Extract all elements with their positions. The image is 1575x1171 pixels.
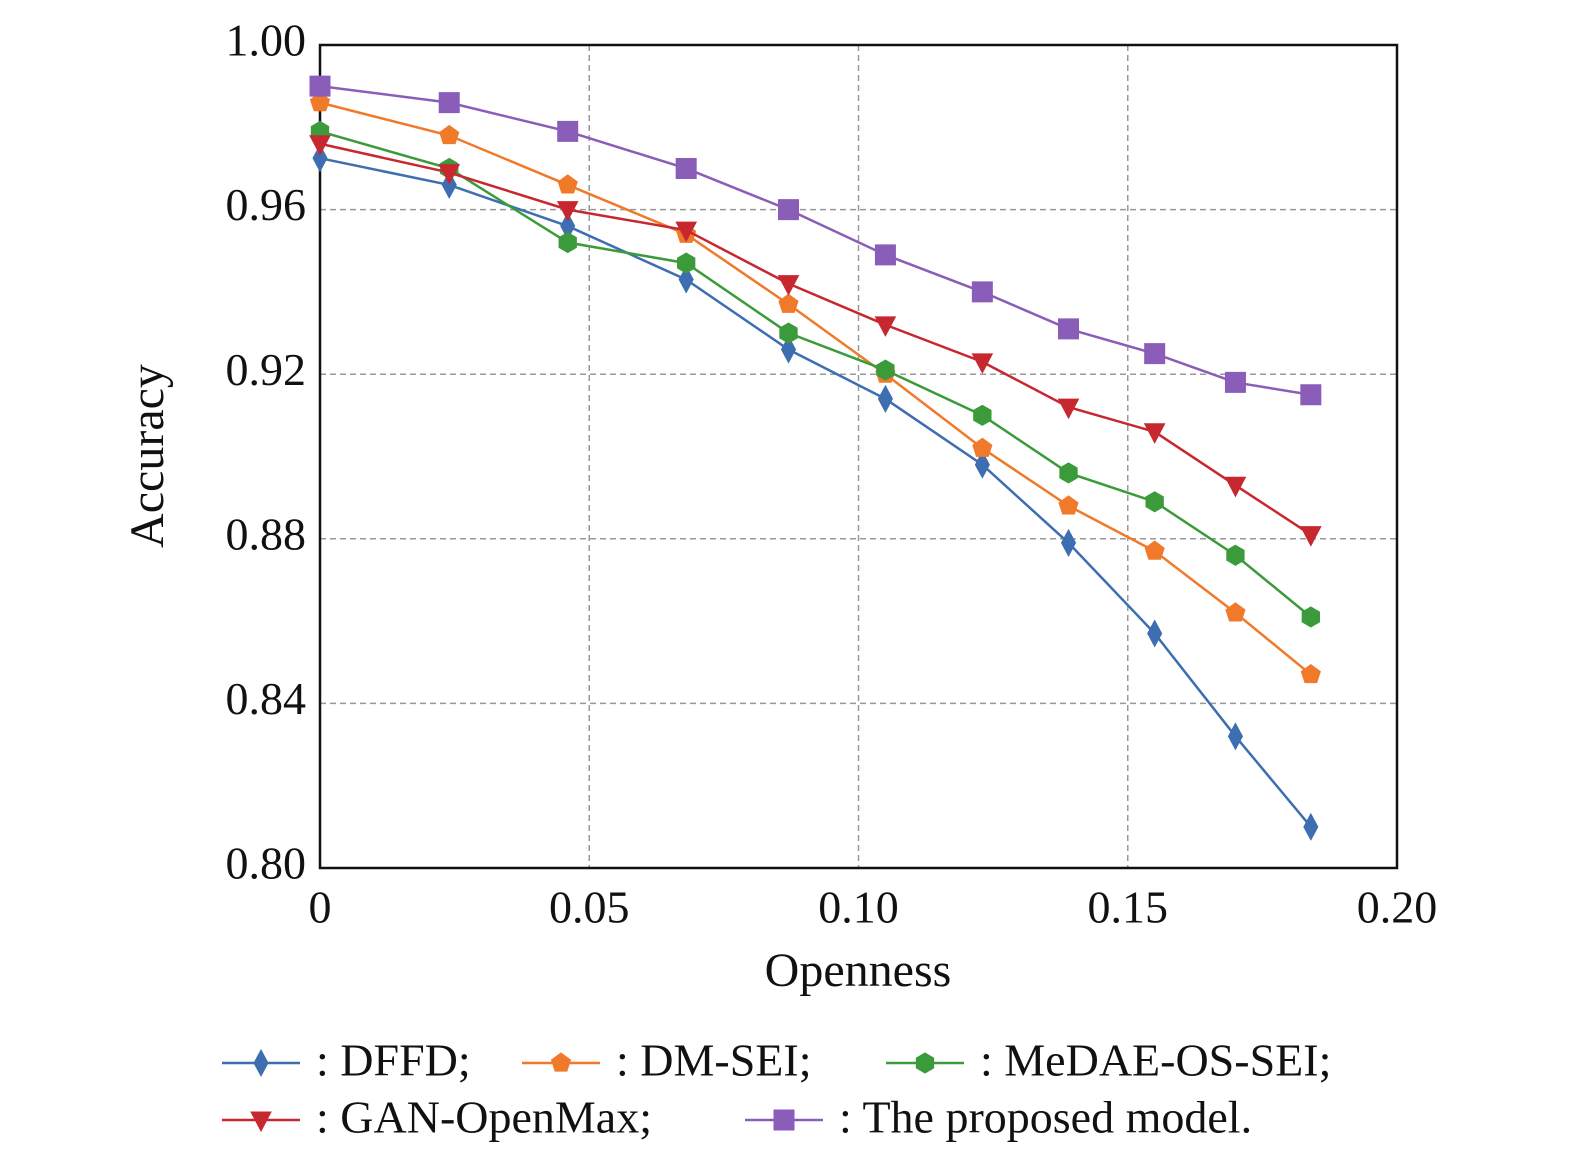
x-tick-label: 0.20 (1357, 882, 1438, 933)
marker (876, 359, 895, 381)
marker (675, 157, 697, 179)
marker (675, 221, 698, 243)
y-tick-label: 0.92 (226, 344, 307, 395)
legend-label: : GAN-OpenMax; (316, 1092, 652, 1143)
marker (309, 91, 331, 112)
legend-label: : MeDAE-OS-SEI; (980, 1035, 1331, 1086)
x-tick-label: 0 (309, 882, 332, 933)
marker (312, 144, 328, 173)
marker (1224, 371, 1246, 393)
y-tick-label: 0.80 (226, 838, 307, 889)
y-tick-label: 0.88 (226, 508, 307, 559)
marker (1303, 812, 1319, 841)
y-tick-label: 0.84 (226, 673, 307, 724)
marker (973, 404, 992, 426)
legend-marker (250, 1111, 272, 1133)
marker (1057, 398, 1080, 420)
marker (974, 450, 990, 479)
marker (1058, 495, 1079, 515)
series-line (319, 156, 1312, 828)
marker (1144, 343, 1166, 365)
marker (778, 293, 799, 313)
marker (439, 124, 460, 145)
marker (1059, 462, 1078, 484)
marker (874, 316, 897, 337)
x-tick-label: 0.10 (818, 882, 899, 933)
marker (972, 437, 993, 457)
marker (558, 231, 577, 254)
legend-label: : DFFD; (316, 1035, 471, 1086)
legend-marker (773, 1109, 795, 1131)
legend-label: : The proposed model. (839, 1092, 1252, 1143)
y-axis-label: Accuracy (121, 364, 174, 548)
x-axis-label: Openness (765, 944, 952, 997)
marker (971, 281, 993, 303)
marker (1058, 318, 1080, 340)
legend-marker (915, 1052, 935, 1074)
marker (1147, 619, 1163, 648)
marker (971, 353, 994, 374)
marker (1143, 423, 1166, 444)
marker (1144, 540, 1165, 560)
marker (1300, 526, 1322, 547)
marker (1301, 606, 1321, 628)
marker (1300, 663, 1321, 684)
marker (557, 174, 578, 194)
marker (438, 92, 460, 114)
marker (1060, 528, 1077, 557)
series-line (319, 142, 1312, 536)
marker (678, 265, 694, 294)
y-tick-label: 1.00 (226, 15, 307, 66)
marker (1300, 384, 1322, 406)
marker (309, 75, 331, 97)
x-tick-label: 0.05 (549, 882, 630, 933)
marker (309, 135, 331, 156)
legend-label: : DM-SEI; (616, 1035, 812, 1086)
legend-marker (550, 1052, 572, 1072)
marker (441, 170, 457, 199)
marker (1224, 476, 1247, 498)
legend-marker (253, 1048, 269, 1078)
marker (877, 384, 893, 413)
marker (677, 252, 696, 274)
marker (557, 120, 579, 142)
marker (1227, 722, 1244, 751)
marker (777, 275, 800, 296)
marker (779, 322, 798, 344)
marker (556, 201, 579, 222)
y-tick-label: 0.96 (226, 179, 307, 230)
marker (1145, 491, 1164, 513)
marker (1226, 544, 1245, 566)
marker (874, 244, 896, 266)
series-line (319, 101, 1312, 676)
marker (777, 199, 799, 221)
marker (780, 335, 797, 364)
marker (438, 164, 461, 185)
x-tick-label: 0.15 (1088, 882, 1169, 933)
marker (1225, 602, 1246, 622)
plot-frame (318, 43, 1399, 870)
